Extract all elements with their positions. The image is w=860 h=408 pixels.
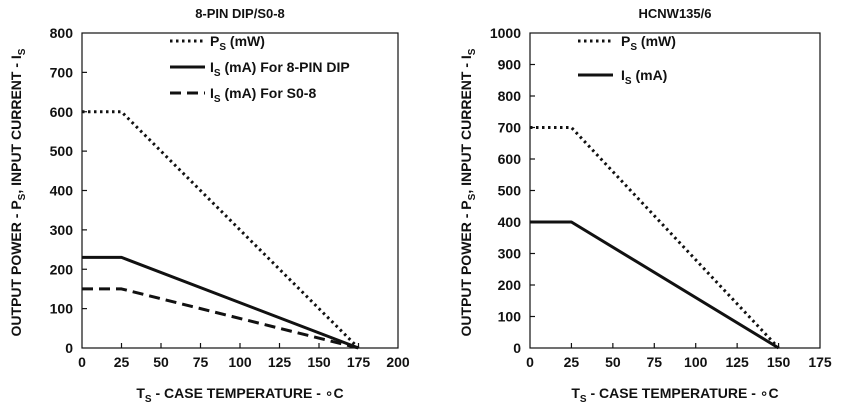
chart-2: HCNW135/60100200300400500600700800900100… <box>458 6 832 405</box>
y-tick-label: 1000 <box>490 25 521 41</box>
y-tick-label: 800 <box>50 25 74 41</box>
y-axis-label: OUTPUT POWER - PS, INPUT CURRENT - IS <box>458 48 478 336</box>
x-tick-label: 150 <box>767 354 791 370</box>
y-tick-label: 300 <box>50 222 74 238</box>
y-tick-label: 0 <box>65 340 73 356</box>
y-tick-label: 200 <box>50 261 74 277</box>
x-axis-label: TS - CASE TEMPERATURE - ∘C <box>571 385 778 405</box>
legend-label: IS (mA) For 8-PIN DIP <box>210 59 350 79</box>
y-tick-label: 600 <box>498 151 522 167</box>
series-line-dashed <box>82 287 359 350</box>
y-tick-label: 100 <box>50 301 74 317</box>
chart-title: HCNW135/6 <box>639 6 712 21</box>
y-tick-label: 200 <box>498 277 522 293</box>
x-axis-label: TS - CASE TEMPERATURE - ∘C <box>136 385 343 405</box>
y-tick-label: 0 <box>513 340 521 356</box>
x-tick-label: 75 <box>193 354 209 370</box>
x-tick-label: 175 <box>808 354 832 370</box>
x-tick-label: 125 <box>725 354 749 370</box>
x-tick-label: 200 <box>386 354 410 370</box>
legend-label: IS (mA) <box>621 67 667 87</box>
x-tick-label: 125 <box>268 354 292 370</box>
x-tick-label: 175 <box>347 354 371 370</box>
y-tick-label: 500 <box>498 183 522 199</box>
x-tick-label: 25 <box>564 354 580 370</box>
x-tick-label: 0 <box>78 354 86 370</box>
y-tick-label: 400 <box>50 183 74 199</box>
series-line-solid <box>82 255 360 350</box>
series-line-dotted <box>530 126 780 350</box>
series-line-dotted <box>82 110 360 350</box>
chart-1: 8-PIN DIP/S0-8 0 100 200 300 400 500 600 700 800 0… <box>8 6 410 405</box>
y-tick-label: 700 <box>50 64 74 80</box>
x-tick-label: 75 <box>646 354 662 370</box>
x-tick-label: 50 <box>153 354 169 370</box>
x-tick-label: 100 <box>228 354 252 370</box>
y-tick-label: 500 <box>50 143 74 159</box>
y-tick-label: 900 <box>498 57 522 73</box>
x-tick-label: 0 <box>526 354 534 370</box>
x-tick-label: 100 <box>684 354 708 370</box>
x-tick-label: 150 <box>307 354 331 370</box>
plot-frame <box>81 32 399 349</box>
legend-label: IS (mA) For S0-8 <box>210 85 316 105</box>
legend-label: PS (mW) <box>621 33 676 53</box>
y-tick-label: 300 <box>498 246 522 262</box>
y-tick-label: 700 <box>498 120 522 136</box>
legend-label: PS (mW) <box>210 33 265 53</box>
y-tick-label: 100 <box>498 309 522 325</box>
series-line-solid <box>530 220 780 350</box>
y-tick-label: 400 <box>498 214 522 230</box>
plot-frame <box>529 32 821 349</box>
x-tick-label: 50 <box>605 354 621 370</box>
y-axis-label: OUTPUT POWER - PS, INPUT CURRENT - IS <box>8 48 28 336</box>
y-tick-label: 600 <box>50 104 74 120</box>
chart-title: 8-PIN DIP/S0-8 <box>195 6 285 21</box>
x-tick-label: 25 <box>114 354 130 370</box>
y-tick-label: 800 <box>498 88 522 104</box>
